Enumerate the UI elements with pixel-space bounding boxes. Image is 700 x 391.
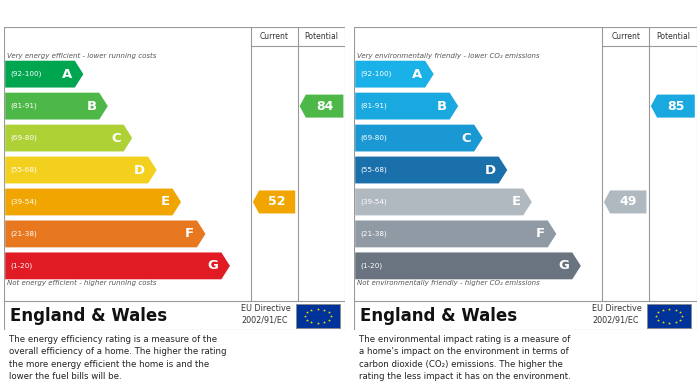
Polygon shape — [253, 190, 295, 213]
Text: (92-100): (92-100) — [360, 71, 392, 77]
Text: Current: Current — [611, 32, 640, 41]
Text: (81-91): (81-91) — [360, 103, 387, 109]
Text: C: C — [111, 131, 121, 145]
Polygon shape — [355, 156, 507, 183]
Text: (1-20): (1-20) — [10, 263, 32, 269]
Text: F: F — [185, 228, 194, 240]
Text: 85: 85 — [667, 100, 685, 113]
Text: 84: 84 — [316, 100, 333, 113]
Text: E: E — [511, 196, 521, 208]
Text: E: E — [161, 196, 170, 208]
Text: Environmental Impact (CO₂) Rating: Environmental Impact (CO₂) Rating — [358, 7, 591, 20]
Polygon shape — [355, 221, 556, 248]
Polygon shape — [355, 253, 581, 279]
Polygon shape — [5, 156, 157, 183]
Text: England & Wales: England & Wales — [360, 307, 517, 325]
Text: F: F — [536, 228, 545, 240]
Polygon shape — [355, 125, 483, 151]
Text: Energy Efficiency Rating: Energy Efficiency Rating — [8, 7, 171, 20]
Polygon shape — [300, 95, 344, 118]
Text: G: G — [208, 259, 218, 273]
Text: B: B — [86, 100, 97, 113]
Text: (69-80): (69-80) — [360, 135, 387, 141]
Text: A: A — [62, 68, 72, 81]
Text: (81-91): (81-91) — [10, 103, 37, 109]
Text: D: D — [134, 163, 146, 176]
Polygon shape — [355, 93, 458, 120]
Text: (55-68): (55-68) — [360, 167, 387, 173]
Text: A: A — [412, 68, 422, 81]
Text: Not environmentally friendly - higher CO₂ emissions: Not environmentally friendly - higher CO… — [357, 280, 540, 286]
Text: Potential: Potential — [304, 32, 339, 41]
FancyBboxPatch shape — [647, 304, 692, 328]
Text: (1-20): (1-20) — [360, 263, 382, 269]
Text: EU Directive
2002/91/EC: EU Directive 2002/91/EC — [592, 304, 642, 325]
Text: B: B — [437, 100, 447, 113]
Polygon shape — [5, 253, 230, 279]
Polygon shape — [355, 188, 532, 215]
Text: (39-54): (39-54) — [360, 199, 387, 205]
Text: (21-38): (21-38) — [10, 231, 37, 237]
Polygon shape — [355, 61, 434, 88]
Text: Very energy efficient - lower running costs: Very energy efficient - lower running co… — [7, 53, 156, 59]
Polygon shape — [5, 125, 132, 151]
Text: D: D — [485, 163, 496, 176]
Text: Very environmentally friendly - lower CO₂ emissions: Very environmentally friendly - lower CO… — [357, 53, 540, 59]
Text: 49: 49 — [620, 196, 637, 208]
Text: The environmental impact rating is a measure of
a home's impact on the environme: The environmental impact rating is a mea… — [358, 335, 570, 381]
Text: Current: Current — [260, 32, 289, 41]
Text: The energy efficiency rating is a measure of the
overall efficiency of a home. T: The energy efficiency rating is a measur… — [8, 335, 226, 381]
Text: (39-54): (39-54) — [10, 199, 37, 205]
Polygon shape — [5, 93, 108, 120]
Polygon shape — [5, 221, 206, 248]
Text: (69-80): (69-80) — [10, 135, 37, 141]
Text: England & Wales: England & Wales — [10, 307, 167, 325]
Text: 52: 52 — [268, 196, 286, 208]
Polygon shape — [604, 190, 646, 213]
Text: (92-100): (92-100) — [10, 71, 42, 77]
Text: G: G — [559, 259, 570, 273]
Text: (21-38): (21-38) — [360, 231, 387, 237]
Text: EU Directive
2002/91/EC: EU Directive 2002/91/EC — [241, 304, 290, 325]
Text: C: C — [462, 131, 471, 145]
Text: (55-68): (55-68) — [10, 167, 37, 173]
Polygon shape — [5, 188, 181, 215]
Polygon shape — [651, 95, 695, 118]
Text: Potential: Potential — [656, 32, 690, 41]
Text: Not energy efficient - higher running costs: Not energy efficient - higher running co… — [7, 280, 156, 286]
Polygon shape — [5, 61, 83, 88]
FancyBboxPatch shape — [295, 304, 340, 328]
